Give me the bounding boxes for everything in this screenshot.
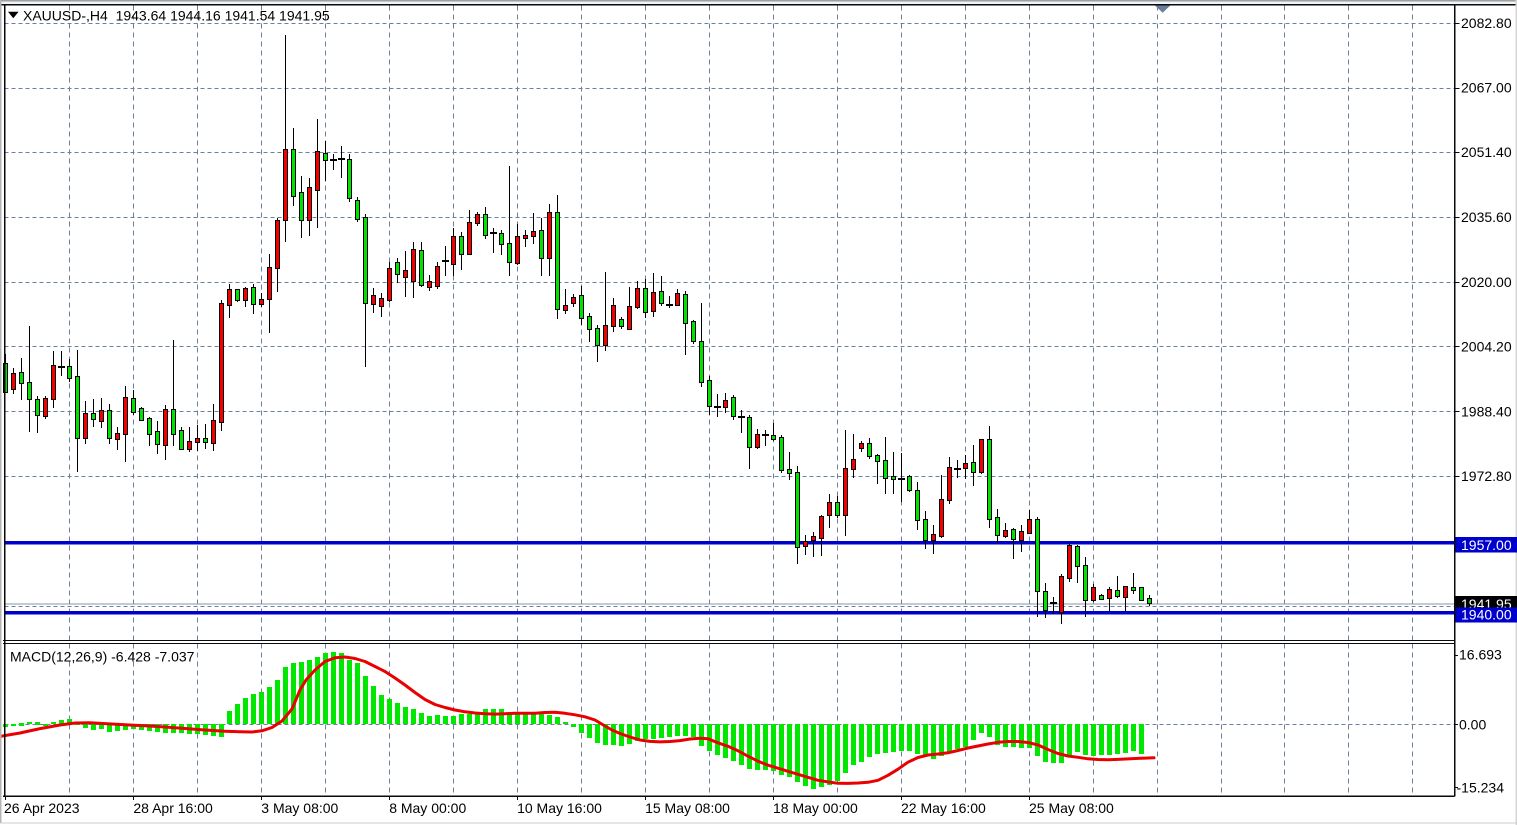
svg-text:16.693: 16.693 (1459, 647, 1502, 663)
svg-text:1940.00: 1940.00 (1461, 607, 1512, 623)
svg-text:10 May 16:00: 10 May 16:00 (517, 800, 602, 816)
svg-text:2067.00: 2067.00 (1461, 80, 1512, 96)
svg-text:2020.00: 2020.00 (1461, 274, 1512, 290)
svg-text:22 May 16:00: 22 May 16:00 (901, 800, 986, 816)
svg-text:2035.60: 2035.60 (1461, 209, 1512, 225)
svg-text:15 May 08:00: 15 May 08:00 (645, 800, 730, 816)
svg-text:28 Apr 16:00: 28 Apr 16:00 (133, 800, 213, 816)
svg-text:XAUUSD-,H4 1943.64 1944.16 19: XAUUSD-,H4 1943.64 1944.16 1941.54 1941.… (23, 7, 330, 23)
svg-text:2082.80: 2082.80 (1461, 15, 1512, 31)
svg-text:-15.234: -15.234 (1457, 779, 1505, 795)
svg-text:2004.20: 2004.20 (1461, 339, 1512, 355)
svg-text:25 May 08:00: 25 May 08:00 (1029, 800, 1114, 816)
svg-text:8 May 00:00: 8 May 00:00 (389, 800, 466, 816)
svg-text:0.00: 0.00 (1459, 716, 1486, 732)
svg-text:18 May 00:00: 18 May 00:00 (773, 800, 858, 816)
svg-text:MACD(12,26,9) -6.428 -7.037: MACD(12,26,9) -6.428 -7.037 (10, 649, 195, 665)
svg-text:26 Apr 2023: 26 Apr 2023 (4, 800, 80, 816)
svg-text:2051.40: 2051.40 (1461, 144, 1512, 160)
svg-text:1988.40: 1988.40 (1461, 403, 1512, 419)
svg-text:1972.80: 1972.80 (1461, 468, 1512, 484)
svg-text:3 May 08:00: 3 May 08:00 (261, 800, 338, 816)
svg-text:1957.00: 1957.00 (1461, 537, 1512, 553)
